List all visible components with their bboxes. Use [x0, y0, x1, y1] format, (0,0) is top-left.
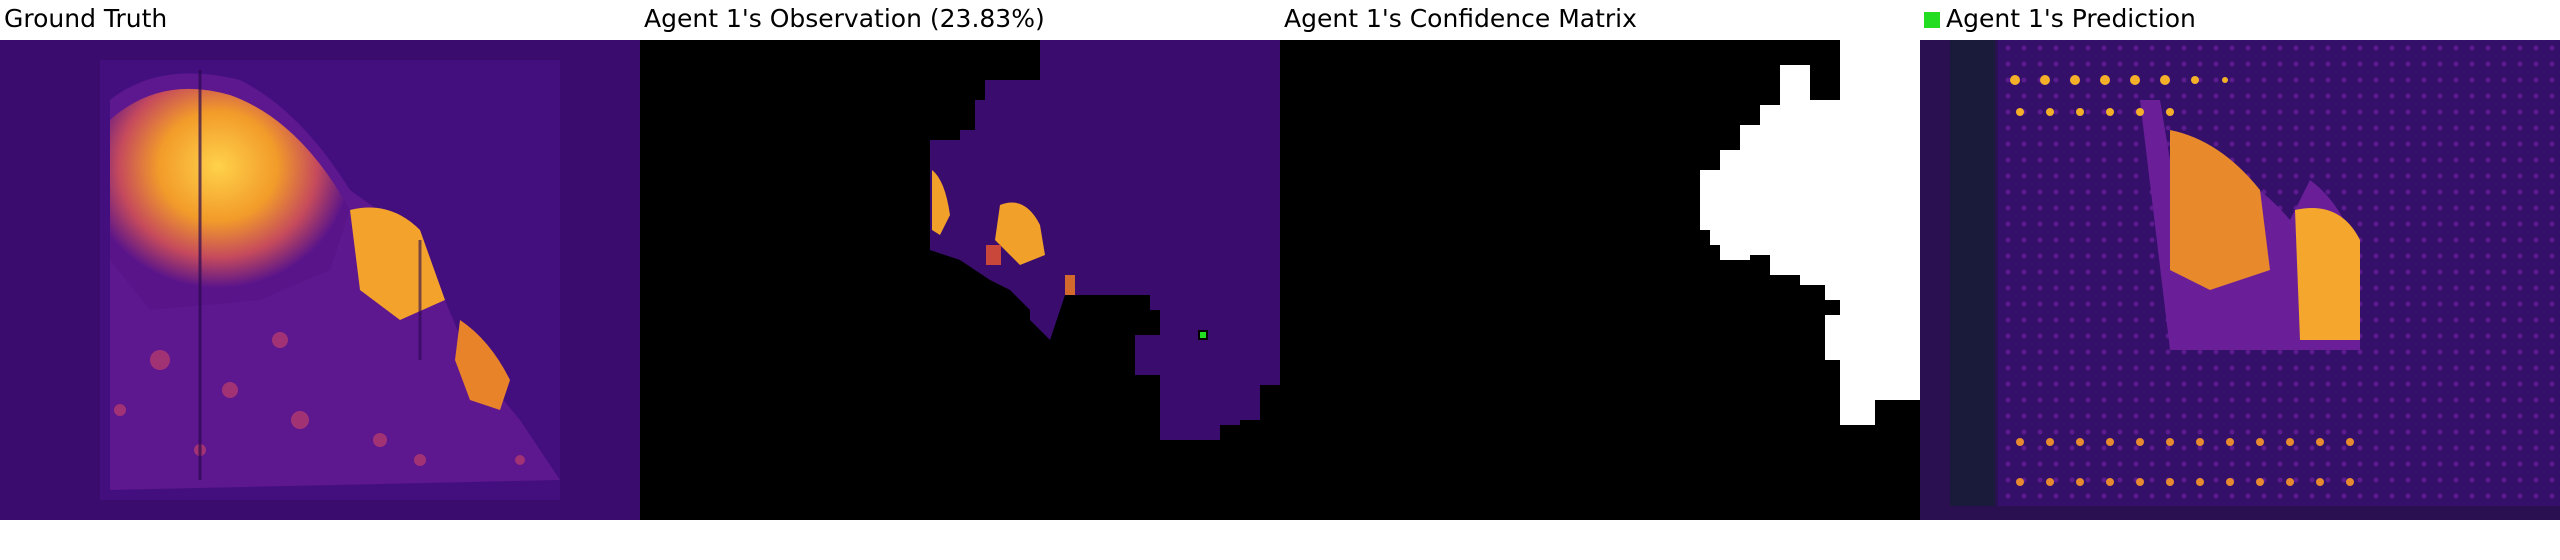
agent-position-marker	[1200, 332, 1206, 338]
ground-truth-image	[0, 40, 640, 520]
prediction-image	[1920, 40, 2560, 520]
confidence-image	[1280, 40, 1920, 520]
confidence-title: Agent 1's Confidence Matrix	[1284, 4, 1637, 33]
legend-swatch	[1924, 12, 1940, 28]
observation-image	[640, 40, 1280, 520]
prediction-panel: Agent 1's Prediction	[1920, 0, 2560, 520]
observation-title: Agent 1's Observation (23.83%)	[644, 4, 1045, 33]
prediction-title-text: Agent 1's Prediction	[1946, 4, 2196, 33]
confidence-panel: Agent 1's Confidence Matrix	[1280, 0, 1920, 520]
ground-truth-panel: Ground Truth	[0, 0, 640, 520]
ground-truth-title: Ground Truth	[4, 4, 168, 33]
observation-panel: Agent 1's Observation (23.83%)	[640, 0, 1280, 520]
prediction-title: Agent 1's Prediction	[1924, 2, 2196, 36]
